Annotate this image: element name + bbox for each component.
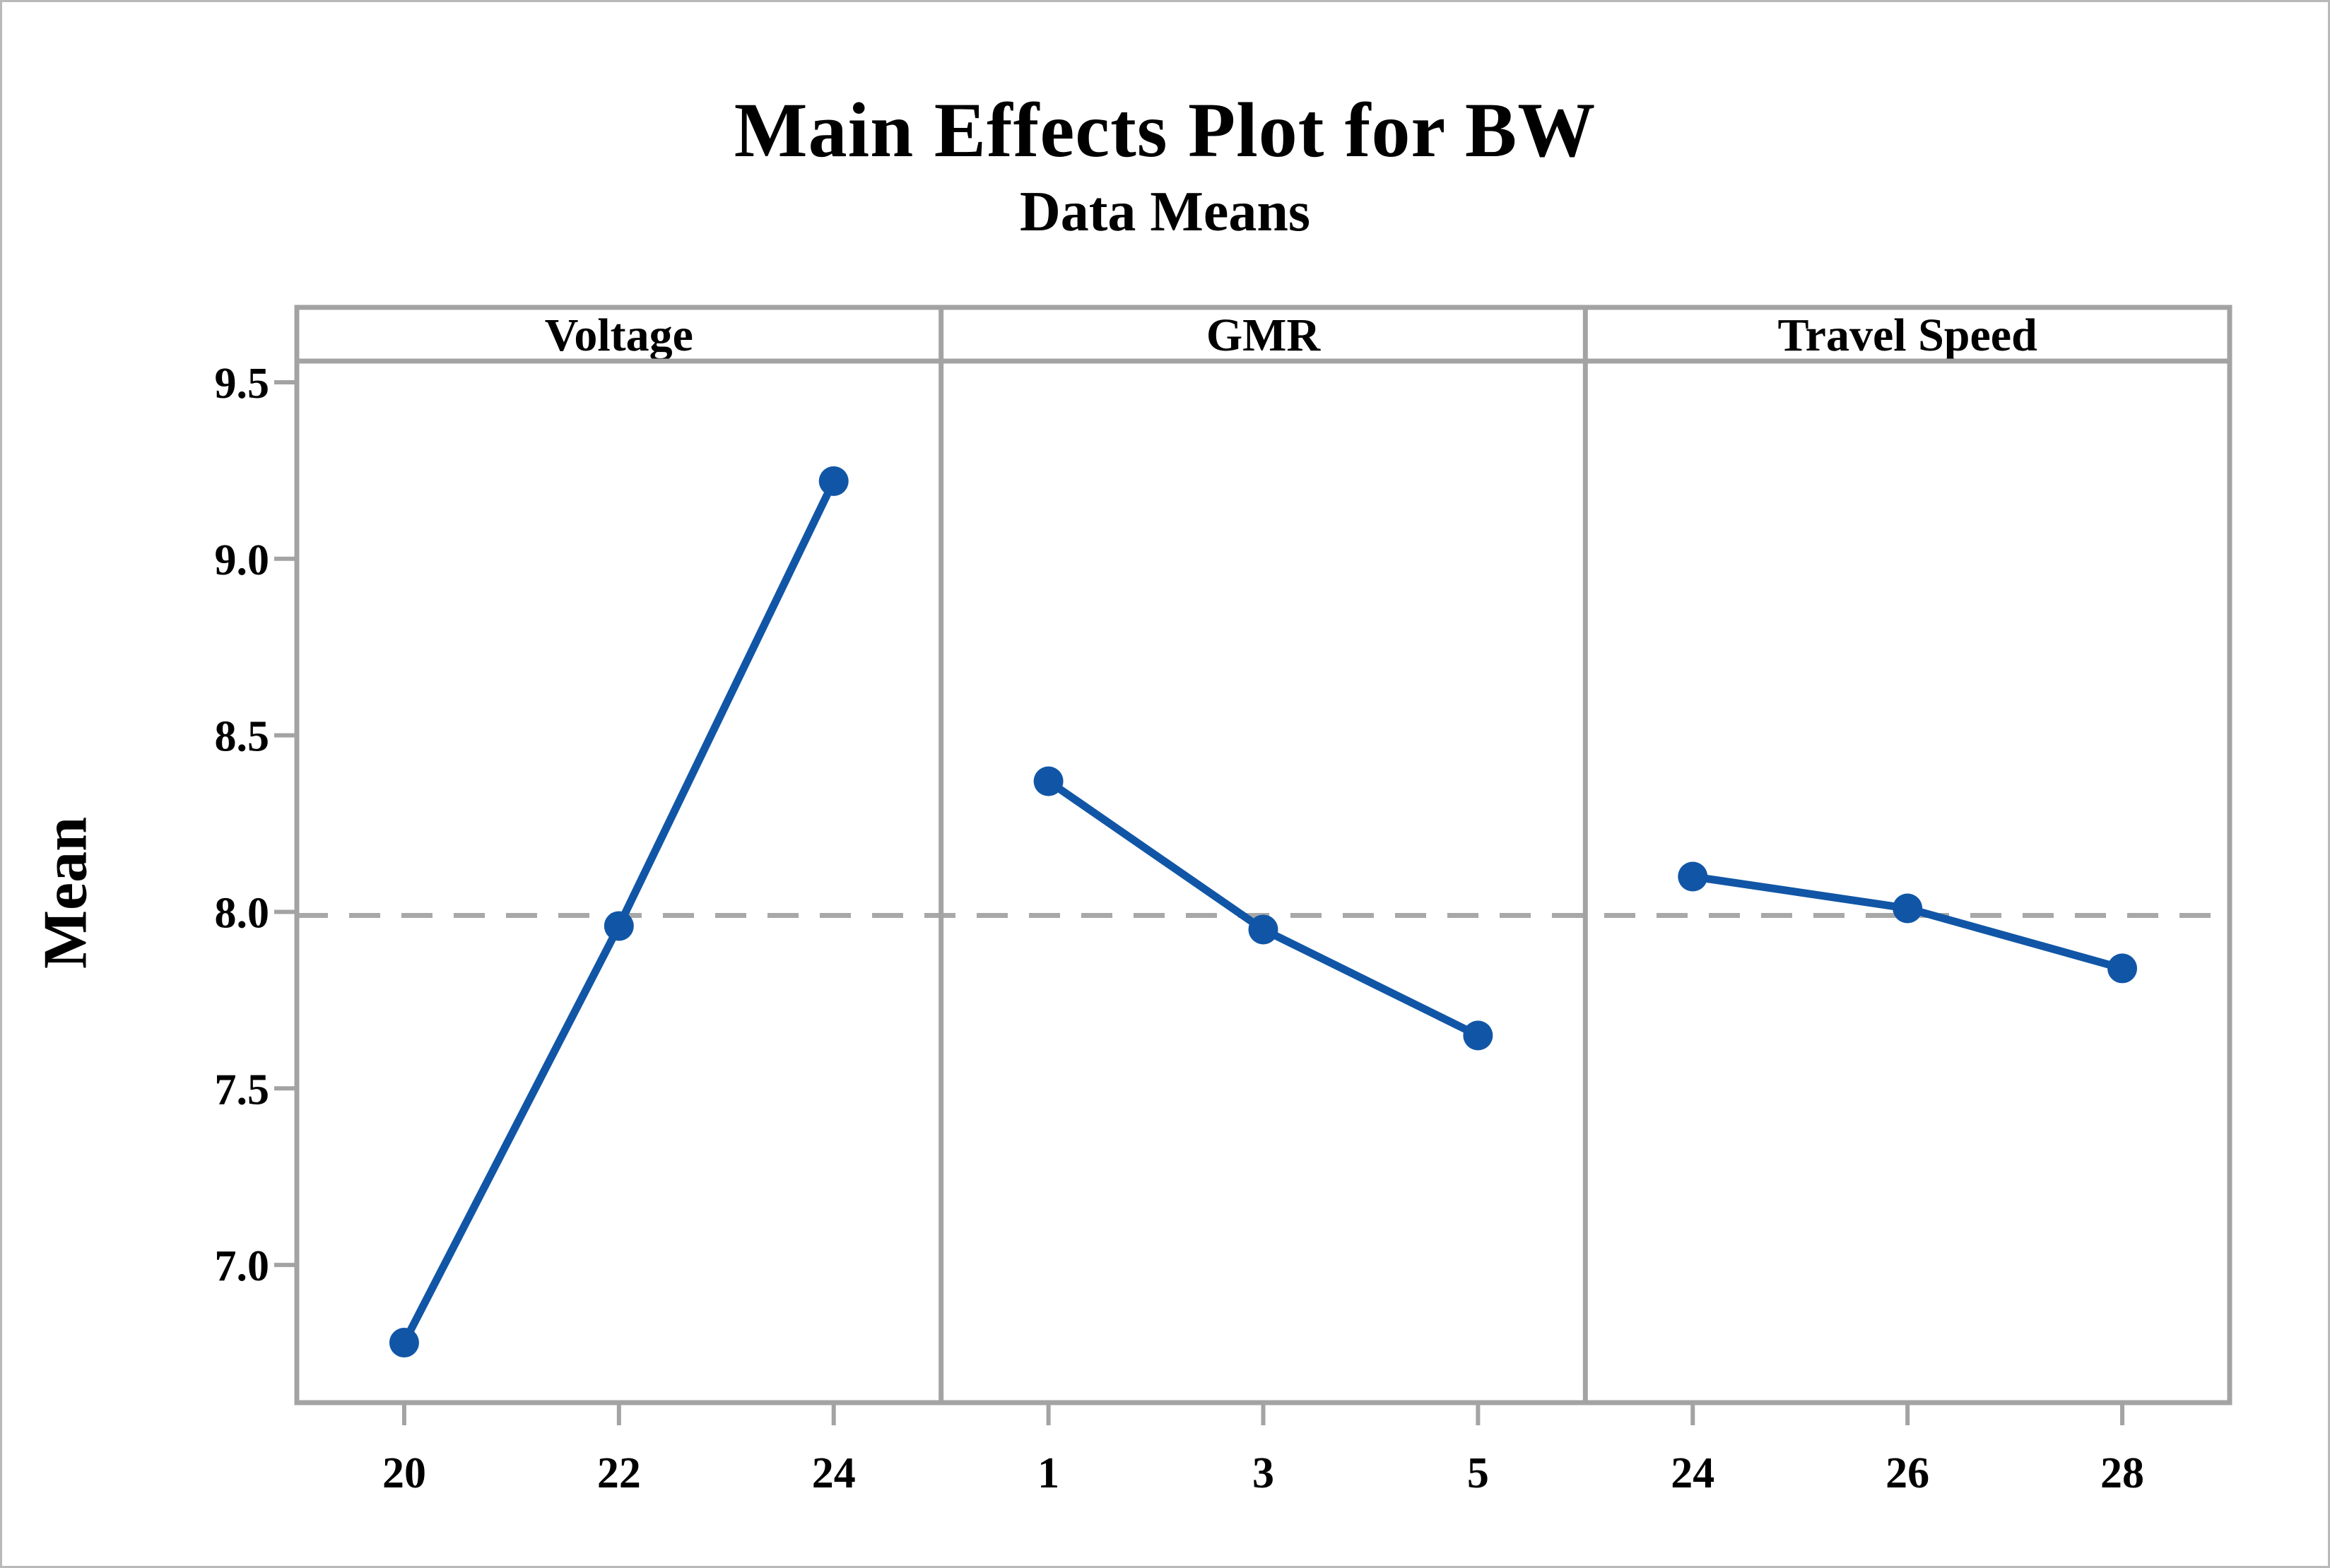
x-tick-label-gmr: 3 — [1252, 1449, 1274, 1497]
panel-header-travel-speed: Travel Speed — [1778, 310, 2037, 361]
y-tick-label: 7.5 — [215, 1066, 270, 1114]
data-line-gmr — [1046, 778, 1480, 1039]
data-point-travel-speed-24 — [1678, 861, 1708, 892]
panel-header-gmr: GMR — [1206, 310, 1322, 361]
data-point-voltage-22 — [604, 911, 634, 941]
y-tick-label: 9.0 — [215, 536, 270, 584]
x-tick-label-travel-speed: 28 — [2100, 1449, 2144, 1497]
x-tick-label-travel-speed: 26 — [1885, 1449, 1929, 1497]
y-tick-label: 9.5 — [215, 360, 270, 408]
chart-title: Main Effects Plot for BW — [734, 87, 1596, 173]
y-tick-label: 8.5 — [215, 713, 270, 761]
x-tick-label-gmr: 1 — [1037, 1449, 1059, 1497]
x-tick-label-voltage: 22 — [597, 1449, 641, 1497]
panel-header-voltage: Voltage — [545, 310, 693, 361]
data-point-travel-speed-28 — [2107, 953, 2138, 984]
x-tick-label-gmr: 5 — [1467, 1449, 1489, 1497]
chart-subtitle: Data Means — [1019, 181, 1311, 243]
data-point-gmr-5 — [1463, 1020, 1493, 1051]
x-tick-label-travel-speed: 24 — [1671, 1449, 1714, 1497]
x-tick-label-voltage: 24 — [812, 1449, 856, 1497]
data-point-gmr-1 — [1033, 766, 1064, 796]
data-point-voltage-24 — [818, 466, 849, 496]
data-point-travel-speed-26 — [1893, 893, 1923, 924]
data-point-voltage-20 — [389, 1328, 419, 1358]
x-tick-label-voltage: 20 — [382, 1449, 426, 1497]
plot-frame — [294, 305, 2232, 1405]
y-tick-label: 7.0 — [215, 1242, 270, 1290]
y-tick-label: 8.0 — [215, 889, 270, 937]
data-point-gmr-3 — [1248, 914, 1278, 945]
